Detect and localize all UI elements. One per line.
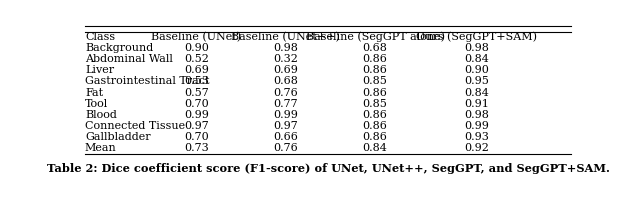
Text: 0.97: 0.97 [184,120,209,130]
Text: Background: Background [85,43,153,53]
Text: 0.53: 0.53 [184,76,209,86]
Text: 0.57: 0.57 [184,87,209,97]
Text: 0.98: 0.98 [273,43,298,53]
Text: Baseline (SegGPT alone): Baseline (SegGPT alone) [306,32,445,42]
Text: 0.93: 0.93 [465,131,489,141]
Text: 0.86: 0.86 [363,87,388,97]
Text: 0.76: 0.76 [273,87,298,97]
Text: Gallbladder: Gallbladder [85,131,150,141]
Text: 0.98: 0.98 [465,43,489,53]
Text: Ours (SegGPT+SAM): Ours (SegGPT+SAM) [416,32,538,42]
Text: Class: Class [85,32,115,42]
Text: 0.97: 0.97 [273,120,298,130]
Text: 0.77: 0.77 [273,98,298,108]
Text: 0.69: 0.69 [273,65,298,75]
Text: 0.86: 0.86 [363,120,388,130]
Text: Blood: Blood [85,109,117,119]
Text: Baseline (UNet++): Baseline (UNet++) [232,32,340,42]
Text: Connected Tissue: Connected Tissue [85,120,185,130]
Text: Baseline (UNet): Baseline (UNet) [152,32,242,42]
Text: 0.99: 0.99 [184,109,209,119]
Text: 0.70: 0.70 [184,98,209,108]
Text: 0.69: 0.69 [184,65,209,75]
Text: 0.84: 0.84 [465,54,489,64]
Text: 0.66: 0.66 [273,131,298,141]
Text: 0.95: 0.95 [465,76,489,86]
Text: 0.84: 0.84 [465,87,489,97]
Text: Abdominal Wall: Abdominal Wall [85,54,173,64]
Text: 0.86: 0.86 [363,131,388,141]
Text: 0.84: 0.84 [363,143,388,153]
Text: 0.85: 0.85 [363,98,388,108]
Text: 0.92: 0.92 [465,143,489,153]
Text: Gastrointestinal Tract: Gastrointestinal Tract [85,76,209,86]
Text: 0.32: 0.32 [273,54,298,64]
Text: 0.86: 0.86 [363,109,388,119]
Text: 0.85: 0.85 [363,76,388,86]
Text: 0.90: 0.90 [465,65,489,75]
Text: 0.70: 0.70 [184,131,209,141]
Text: 0.73: 0.73 [184,143,209,153]
Text: 0.76: 0.76 [273,143,298,153]
Text: Fat: Fat [85,87,103,97]
Text: 0.52: 0.52 [184,54,209,64]
Text: 0.99: 0.99 [273,109,298,119]
Text: 0.98: 0.98 [465,109,489,119]
Text: 0.86: 0.86 [363,65,388,75]
Text: 0.68: 0.68 [273,76,298,86]
Text: Table 2: Dice coefficient score (F1-score) of UNet, UNet++, SegGPT, and SegGPT+S: Table 2: Dice coefficient score (F1-scor… [47,162,609,173]
Text: 0.86: 0.86 [363,54,388,64]
Text: 0.91: 0.91 [465,98,489,108]
Text: 0.99: 0.99 [465,120,489,130]
Text: Tool: Tool [85,98,108,108]
Text: 0.90: 0.90 [184,43,209,53]
Text: Mean: Mean [85,143,116,153]
Text: 0.68: 0.68 [363,43,388,53]
Text: Liver: Liver [85,65,114,75]
